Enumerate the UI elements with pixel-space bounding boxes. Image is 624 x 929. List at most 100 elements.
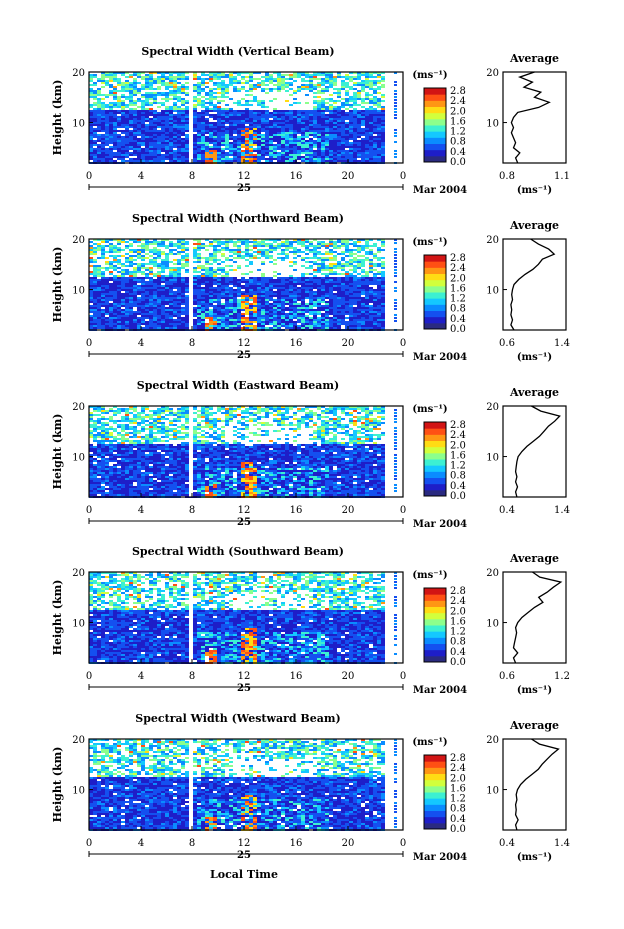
heatmap-cell [209, 72, 213, 74]
heatmap-cell [285, 297, 289, 299]
heatmap-cell [373, 126, 377, 128]
heatmap-cell [181, 265, 185, 267]
heatmap-cell [301, 110, 305, 112]
heatmap-cell [293, 317, 297, 319]
heatmap-cell [129, 96, 133, 98]
heatmap-cell [361, 100, 365, 102]
heatmap-cell [193, 257, 197, 259]
heatmap-cell [381, 116, 385, 118]
profile-y-tick-label: 20 [486, 68, 499, 79]
heatmap-cell [209, 259, 213, 261]
heatmap-cell [369, 154, 373, 156]
heatmap-cell [217, 92, 221, 94]
heatmap-cell [129, 293, 133, 295]
heatmap-cell [117, 116, 121, 118]
heatmap-cell [305, 267, 309, 269]
heatmap-cell [241, 307, 245, 309]
heatmap-cell [301, 315, 305, 317]
heatmap-cell [185, 327, 189, 329]
heatmap-cell [141, 313, 145, 315]
heatmap-cell [253, 255, 257, 257]
heatmap-cell [177, 124, 181, 126]
heatmap-cell [297, 303, 301, 305]
heatmap-cell [173, 243, 177, 245]
heatmap-cell [285, 307, 289, 309]
heatmap-cell [317, 138, 321, 140]
heatmap-cell [121, 114, 125, 116]
heatmap-cell [137, 291, 141, 293]
heatmap-cell [153, 323, 157, 325]
heatmap-cell [157, 285, 161, 287]
heatmap-cell [261, 104, 265, 106]
heatmap-cell [257, 277, 261, 279]
heatmap-cell [353, 110, 357, 112]
heatmap-cell [289, 152, 293, 154]
heatmap-cell [365, 84, 369, 86]
heatmap-cell [137, 116, 141, 118]
heatmap-cell [305, 273, 309, 275]
heatmap-cell [305, 253, 309, 255]
heatmap-cell [169, 134, 173, 136]
heatmap-cell [165, 130, 169, 132]
heatmap-cell [245, 283, 249, 285]
heatmap-cell [117, 98, 121, 100]
beam-panel-1: Spectral Width (Vertical Beam)1020Height… [51, 45, 570, 196]
heatmap-cell [241, 303, 245, 305]
heatmap-cell [341, 84, 345, 86]
heatmap-cell [161, 130, 165, 132]
heatmap-cell [285, 122, 289, 124]
heatmap-cell [185, 118, 189, 120]
heatmap-cell [181, 74, 185, 76]
heatmap-cell [213, 319, 217, 321]
heatmap-cell [185, 100, 189, 102]
heatmap-cell [209, 156, 213, 158]
heatmap-cell [289, 128, 293, 130]
heatmap-cell [165, 132, 169, 134]
heatmap-cell [125, 261, 129, 263]
heatmap-cell [377, 120, 381, 122]
heatmap-cell [145, 315, 149, 317]
heatmap-cell [101, 277, 105, 279]
heatmap-cell [161, 293, 165, 295]
heatmap-cell [109, 90, 113, 92]
heatmap-cell [353, 78, 357, 80]
heatmap-cell [293, 321, 297, 323]
heatmap-cell [217, 245, 221, 247]
heatmap-cell [201, 74, 205, 76]
heatmap-cell [245, 255, 249, 257]
heatmap-cell [169, 283, 173, 285]
heatmap-cell [193, 289, 197, 291]
heatmap-cell [105, 285, 109, 287]
heatmap-cell [109, 273, 113, 275]
heatmap-cell [117, 78, 121, 80]
heatmap-cell [337, 148, 341, 150]
heatmap-cell [265, 251, 269, 253]
heatmap-cell [201, 311, 205, 313]
heatmap-cell [141, 309, 145, 311]
heatmap-cell [305, 317, 309, 319]
heatmap-cell [129, 152, 133, 154]
heatmap-cell [253, 88, 257, 90]
heatmap-cell [277, 293, 281, 295]
heatmap-cell [105, 138, 109, 140]
heatmap-cell [305, 315, 309, 317]
heatmap-cell [93, 134, 97, 136]
heatmap-cell [349, 110, 353, 112]
heatmap-cell [117, 281, 121, 283]
heatmap-cell [241, 146, 245, 148]
heatmap-cell [153, 144, 157, 146]
heatmap-cell [89, 249, 93, 251]
heatmap-cell [137, 257, 141, 259]
heatmap-cell [193, 88, 197, 90]
heatmap-cell [297, 150, 301, 152]
heatmap-cell [285, 100, 289, 102]
heatmap-cell [369, 112, 373, 114]
heatmap-cell [265, 239, 269, 241]
heatmap-cell [161, 279, 165, 281]
heatmap-cell [257, 78, 261, 80]
heatmap-cell [261, 148, 265, 150]
heatmap-cell [221, 138, 225, 140]
heatmap-cell [237, 110, 241, 112]
heatmap-cell [253, 279, 257, 281]
heatmap-cell [177, 269, 181, 271]
